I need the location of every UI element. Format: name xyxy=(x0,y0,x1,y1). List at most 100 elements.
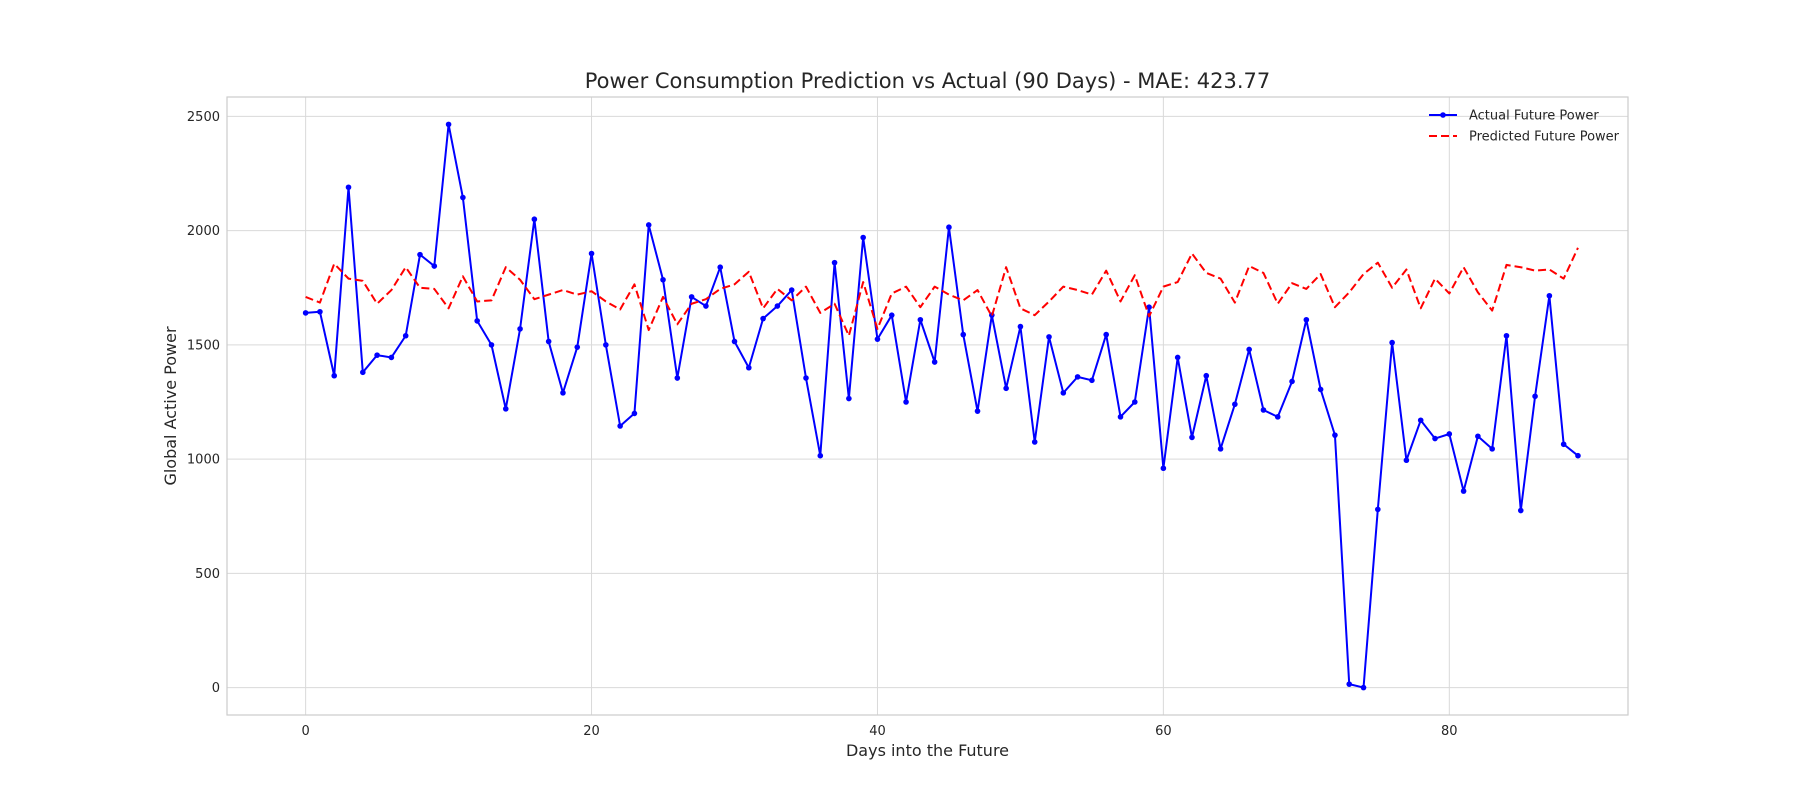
data-point xyxy=(502,406,509,412)
data-point xyxy=(1146,304,1152,310)
data-point xyxy=(1460,488,1467,494)
data-point xyxy=(1560,441,1567,448)
data-point xyxy=(545,338,552,345)
data-point xyxy=(1031,439,1038,445)
data-point xyxy=(1489,446,1495,452)
data-point xyxy=(1503,332,1510,339)
y-tick-label: 2500 xyxy=(187,110,220,125)
data-point xyxy=(317,308,323,315)
data-point xyxy=(931,359,938,365)
data-point xyxy=(445,121,452,128)
chart-title: Power Consumption Prediction vs Actual (… xyxy=(585,69,1271,93)
data-point xyxy=(660,276,666,283)
data-point xyxy=(1532,393,1538,400)
y-axis-title: Global Active Power xyxy=(161,326,180,486)
data-point xyxy=(1160,465,1167,472)
data-point xyxy=(1575,452,1581,459)
data-point xyxy=(631,410,638,417)
data-point xyxy=(1389,339,1395,346)
data-point xyxy=(1174,354,1181,361)
data-point xyxy=(803,375,809,381)
data-point xyxy=(302,310,309,316)
tick-labels: 0 20 40 60 80 0 500 1000 1500 2000 2500 xyxy=(187,110,1458,739)
data-point xyxy=(460,194,466,201)
data-point xyxy=(946,224,952,231)
data-point xyxy=(1274,414,1281,420)
grid-lines xyxy=(227,97,1628,715)
data-point xyxy=(1189,434,1195,441)
legend-marker xyxy=(1440,112,1446,118)
x-tick-label: 0 xyxy=(301,724,309,739)
data-point xyxy=(388,354,395,361)
data-point xyxy=(1346,681,1353,687)
data-point xyxy=(717,264,724,271)
y-tick-label: 2000 xyxy=(187,224,220,239)
series-lines xyxy=(302,121,1581,691)
y-tick-label: 0 xyxy=(212,681,220,696)
data-point xyxy=(760,315,766,322)
data-point xyxy=(1303,316,1310,323)
data-point xyxy=(974,408,981,414)
data-point xyxy=(903,399,909,405)
data-point xyxy=(1260,407,1267,413)
data-point xyxy=(560,390,566,396)
plot-area-frame xyxy=(226,96,1629,716)
data-point xyxy=(703,303,709,309)
data-point xyxy=(1446,431,1453,437)
data-point xyxy=(417,251,423,258)
data-point xyxy=(1232,401,1238,408)
x-tick-label: 40 xyxy=(869,724,886,739)
series-line-0 xyxy=(305,123,1579,689)
data-point xyxy=(846,395,852,402)
data-point xyxy=(1417,417,1424,424)
data-point xyxy=(331,372,338,379)
data-point xyxy=(1403,457,1410,464)
x-tick-label: 60 xyxy=(1155,724,1172,739)
data-point xyxy=(588,250,595,257)
data-point xyxy=(674,375,681,381)
data-point xyxy=(746,364,752,371)
data-point xyxy=(1375,506,1381,513)
x-tick-label: 80 xyxy=(1441,724,1458,739)
data-point xyxy=(917,316,924,323)
data-point xyxy=(960,331,967,338)
data-point xyxy=(345,184,352,191)
y-tick-label: 1500 xyxy=(187,338,220,353)
data-point xyxy=(831,259,838,266)
data-point xyxy=(431,263,438,269)
data-point xyxy=(574,344,581,350)
data-point xyxy=(1017,323,1024,330)
y-tick-label: 1000 xyxy=(187,453,220,468)
x-axis-title: Days into the Future xyxy=(846,741,1009,760)
data-point xyxy=(1432,435,1438,442)
data-point xyxy=(1203,372,1210,379)
data-point xyxy=(817,452,824,459)
data-point xyxy=(1217,446,1224,452)
data-point xyxy=(1289,378,1295,385)
data-point xyxy=(488,342,495,348)
data-point xyxy=(1117,414,1124,420)
data-point xyxy=(1089,377,1095,384)
data-point xyxy=(374,352,380,358)
data-point xyxy=(788,287,795,293)
data-point xyxy=(603,342,609,348)
data-point xyxy=(360,369,366,376)
x-tick-label: 20 xyxy=(583,724,600,739)
data-point xyxy=(1046,334,1052,340)
data-point xyxy=(1103,331,1109,338)
legend-label-0: Actual Future Power xyxy=(1469,109,1599,124)
data-point xyxy=(1546,292,1553,299)
data-point xyxy=(774,303,781,309)
data-point xyxy=(1074,374,1081,380)
data-point xyxy=(1060,390,1067,396)
data-point xyxy=(888,312,895,318)
data-point xyxy=(531,216,538,223)
data-point xyxy=(1332,432,1338,438)
legend: Actual Future Power Predicted Future Powe… xyxy=(1429,109,1620,145)
data-point xyxy=(402,332,409,339)
legend-label-1: Predicted Future Power xyxy=(1469,130,1620,145)
data-point xyxy=(731,338,738,345)
data-point xyxy=(617,423,623,429)
